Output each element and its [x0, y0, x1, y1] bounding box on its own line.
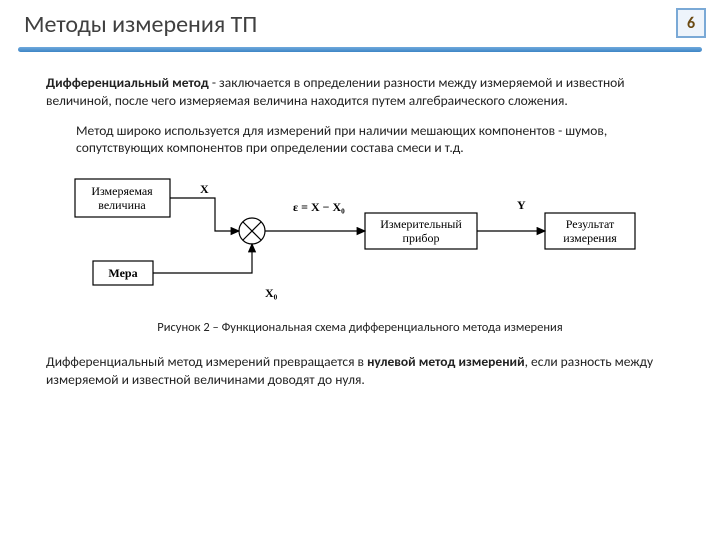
node-result-line1: Результат [566, 217, 615, 231]
term-bold: Дифференциальный метод [46, 74, 209, 91]
diagram-container: Измеряемая величина Мера Измерительный п… [46, 169, 674, 314]
node-instrument-line1: Измерительный [380, 217, 462, 231]
node-measured-line2: величина [98, 198, 146, 212]
page-title: Методы измерения ТП [24, 10, 696, 39]
edge-measured-mixer [170, 198, 239, 231]
paragraph-1: Дифференциальный метод - заключается в о… [46, 74, 674, 110]
node-measured-line1: Измеряемая [91, 184, 153, 198]
label-X0: X₀ [265, 286, 278, 300]
diagram-svg: Измеряемая величина Мера Измерительный п… [65, 169, 655, 314]
p3-a: Дифференциальный метод измерений превращ… [46, 353, 367, 370]
label-eps: ε = X − X₀ [293, 200, 345, 214]
paragraph-3: Дифференциальный метод измерений превращ… [46, 353, 674, 389]
edge-measure-mixer [153, 244, 252, 273]
figure-caption: Рисунок 2 – Функциональная схема диффере… [46, 320, 674, 337]
node-measure-label: Мера [108, 266, 137, 280]
page-number-badge: 6 [676, 8, 706, 38]
node-instrument-line2: прибор [403, 231, 440, 245]
label-Y: Y [517, 198, 526, 212]
content-area: Дифференциальный метод - заключается в о… [0, 52, 720, 388]
node-result-line2: измерения [563, 231, 617, 245]
p3-bold: нулевой метод измерений [367, 353, 525, 370]
paragraph-2: Метод широко используется для измерений … [46, 122, 674, 158]
label-X: X [200, 182, 209, 196]
